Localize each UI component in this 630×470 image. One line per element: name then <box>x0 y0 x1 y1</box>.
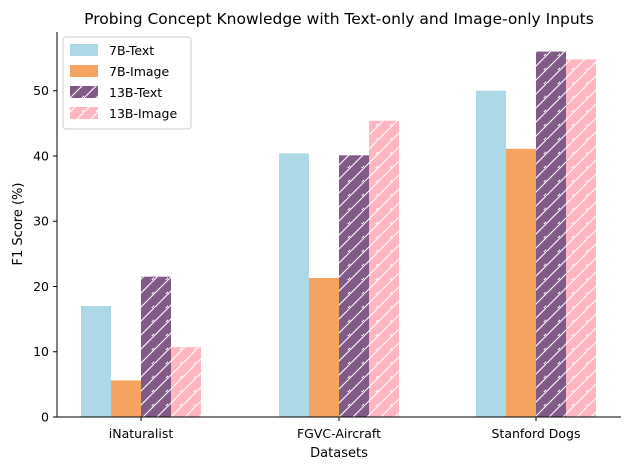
chart-title: Probing Concept Knowledge with Text-only… <box>84 10 594 28</box>
bar-hatch-overlay <box>339 155 369 417</box>
x-tick-label: iNaturalist <box>109 426 174 441</box>
x-axis: iNaturalist FGVC-Aircraft Stanford Dogs <box>57 416 621 441</box>
bar-7b-text-fgvc-aircraft <box>279 153 309 418</box>
bars-group <box>81 51 596 418</box>
legend-label: 13B-Image <box>109 106 177 121</box>
legend: 7B-Text 7B-Image 13B-Text 13B-Image <box>62 36 192 130</box>
legend-swatch <box>70 44 98 56</box>
bar-7b-text-stanford-dogs <box>476 90 506 417</box>
legend-label: 7B-Text <box>109 43 154 58</box>
y-tick-label: 10 <box>33 344 49 359</box>
bar-hatch-overlay <box>141 276 171 417</box>
y-axis: 0 10 20 30 40 50 <box>33 32 58 425</box>
bar-hatch-overlay <box>369 120 399 418</box>
y-tick-label: 30 <box>33 214 49 229</box>
bar-hatch-overlay <box>536 51 566 418</box>
legend-label: 7B-Image <box>109 64 169 79</box>
y-tick-label: 40 <box>33 148 49 163</box>
bar-7b-text-inaturalist <box>81 306 111 417</box>
legend-swatch-hatch <box>70 107 98 119</box>
bar-7b-image-inaturalist <box>111 380 141 417</box>
legend-swatch-hatch <box>70 86 98 98</box>
legend-swatch <box>70 65 98 77</box>
y-axis-label: F1 Score (%) <box>11 183 26 266</box>
x-tick-label: Stanford Dogs <box>491 426 580 441</box>
legend-label: 13B-Text <box>109 85 162 100</box>
bar-7b-image-fgvc-aircraft <box>309 278 339 417</box>
legend-box <box>62 36 192 130</box>
y-tick-label: 0 <box>41 410 49 425</box>
x-tick-label: FGVC-Aircraft <box>297 426 381 441</box>
bar-hatch-overlay <box>171 347 201 417</box>
bar-hatch-overlay <box>566 59 596 418</box>
bar-7b-image-stanford-dogs <box>506 148 536 417</box>
y-tick-label: 50 <box>33 83 49 98</box>
x-axis-label: Datasets <box>310 446 368 461</box>
y-tick-label: 20 <box>33 279 49 294</box>
